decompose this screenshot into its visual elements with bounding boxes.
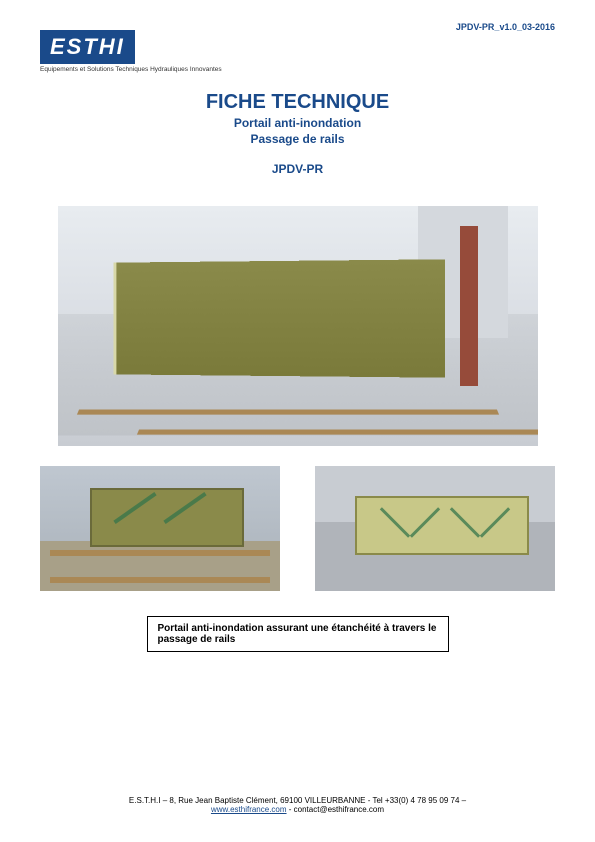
render-rail — [50, 577, 270, 583]
logo-tagline: Equipements et Solutions Techniques Hydr… — [40, 66, 555, 73]
company-logo: ESTHI — [40, 30, 135, 64]
render-floor — [40, 541, 280, 591]
detail-images-row — [40, 466, 555, 591]
product-code: JPDV-PR — [40, 162, 555, 176]
main-render-image — [58, 206, 538, 446]
render-rail — [50, 550, 270, 556]
render-flood-panel — [355, 496, 529, 555]
footer: E.S.T.H.I – 8, Rue Jean Baptiste Clément… — [40, 796, 555, 814]
render-rail — [76, 409, 498, 414]
detail-render-right — [315, 466, 555, 591]
footer-email: contact@esthifrance.com — [294, 805, 384, 814]
render-flood-panel — [113, 259, 444, 377]
logo-text: ESTHI — [40, 30, 135, 64]
render-post — [460, 226, 478, 386]
footer-address: E.S.T.H.I – 8, Rue Jean Baptiste Clément… — [129, 796, 466, 805]
title-block: FICHE TECHNIQUE Portail anti-inondation … — [40, 91, 555, 176]
detail-render-left — [40, 466, 280, 591]
render-rail — [136, 429, 537, 434]
description-text: Portail anti-inondation assurant une éta… — [158, 623, 437, 645]
title-subtitle-1: Portail anti-inondation — [40, 116, 555, 130]
footer-website-link[interactable]: www.esthifrance.com — [211, 805, 287, 814]
title-subtitle-2: Passage de rails — [40, 132, 555, 146]
description-box: Portail anti-inondation assurant une éta… — [147, 616, 449, 652]
document-reference: JPDV-PR_v1.0_03-2016 — [456, 22, 555, 32]
page: JPDV-PR_v1.0_03-2016 ESTHI Equipements e… — [0, 0, 595, 842]
title-main: FICHE TECHNIQUE — [40, 91, 555, 114]
footer-separator: - — [287, 805, 294, 814]
logo-block: ESTHI Equipements et Solutions Technique… — [40, 30, 555, 73]
